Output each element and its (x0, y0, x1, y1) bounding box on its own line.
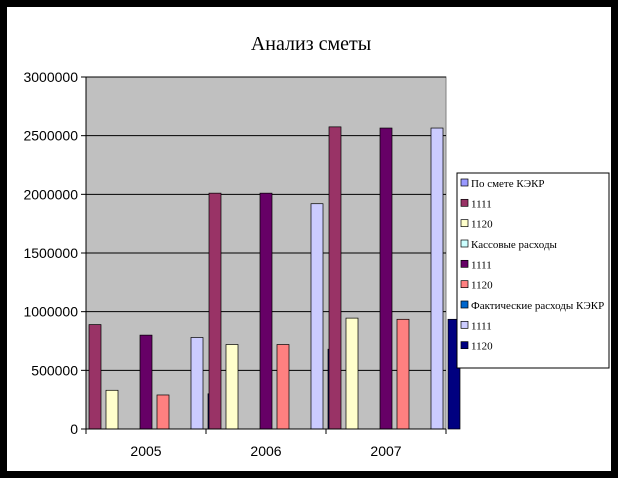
legend-swatch (460, 198, 469, 207)
y-tick-label: 0 (70, 421, 78, 437)
bar (328, 126, 342, 430)
y-axis-ticks: 0 500000 1000000 1500000 2000000 2500000 30000… (23, 69, 86, 437)
legend-box (456, 172, 610, 369)
x-tick-label: 2006 (250, 443, 281, 459)
bar (156, 394, 170, 430)
legend: По смете КЭКР 1111 1120 Кассовые расходы 111… (456, 172, 610, 369)
legend-label: По смете КЭКР (471, 178, 545, 190)
legend-swatch (460, 280, 469, 289)
bar (225, 344, 239, 430)
bar (105, 389, 119, 430)
y-tick-label: 500000 (31, 362, 78, 378)
bar (430, 127, 444, 430)
bar (208, 192, 222, 430)
legend-swatch (460, 178, 469, 187)
bar (190, 337, 204, 430)
legend-swatch (460, 300, 469, 309)
bar (396, 318, 410, 430)
legend-swatch (460, 239, 469, 248)
legend-label: 1111 (471, 320, 492, 332)
y-tick-label: 1500000 (23, 245, 78, 261)
bar (345, 317, 359, 430)
bar (276, 344, 290, 430)
bar (139, 334, 153, 430)
chart-title: Анализ сметы (251, 33, 371, 55)
y-tick-label: 3000000 (23, 69, 78, 85)
legend-label: 1120 (471, 219, 493, 231)
bars (88, 126, 461, 430)
legend-swatch (460, 259, 469, 268)
legend-label: Кассовые расходы (471, 239, 558, 251)
legend-label: 1120 (471, 280, 493, 292)
legend-swatch (460, 341, 469, 350)
bar (379, 127, 393, 430)
legend-label: 1111 (471, 259, 492, 271)
x-tick-label: 2007 (370, 443, 401, 459)
bar (259, 192, 273, 430)
legend-label: Фактические расходы КЭКР (471, 300, 604, 312)
x-axis-ticks: 2005 2006 2007 (85, 429, 447, 459)
bar (88, 324, 102, 430)
legend-swatch (460, 219, 469, 228)
y-tick-label: 1000000 (23, 304, 78, 320)
legend-swatch (460, 320, 469, 329)
x-tick-label: 2005 (130, 443, 161, 459)
bar (310, 203, 324, 430)
y-tick-label: 2500000 (23, 128, 78, 144)
legend-label: 1120 (471, 341, 493, 353)
legend-label: 1111 (471, 198, 492, 210)
y-tick-label: 2000000 (23, 186, 78, 202)
